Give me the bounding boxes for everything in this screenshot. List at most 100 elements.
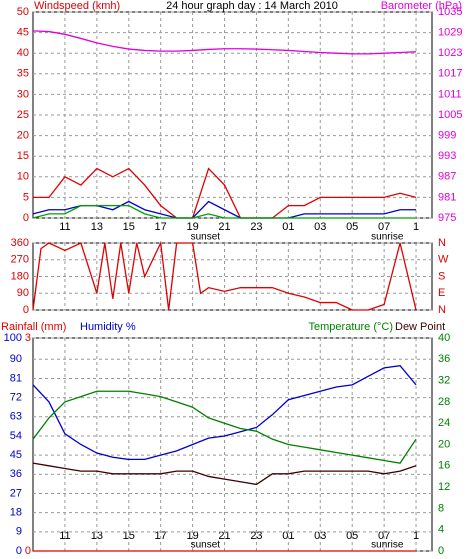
y-tick-label: 9: [16, 526, 22, 538]
y-tick-label: 25: [17, 109, 29, 121]
x-tick-label: 19: [186, 221, 198, 233]
y2-tick-label: 1011: [438, 88, 462, 100]
x-tick-label: 23: [250, 221, 262, 233]
y-tick-label: 27: [10, 487, 22, 499]
x-tick-label: 01: [282, 221, 294, 233]
series-line: [32, 364, 417, 461]
y2-tick-label: 1017: [438, 68, 462, 80]
y2-tick-label: 1035: [438, 6, 462, 18]
y2-tick-label: 987: [438, 171, 456, 183]
y2-tick-label: 981: [438, 191, 456, 203]
y-tick-label: 45: [17, 27, 29, 39]
annotation: sunrise: [371, 540, 404, 551]
series-line: [32, 204, 417, 219]
chart-title: 24 hour graph day : 14 March 2010: [166, 0, 338, 12]
y-tick-label: 0: [23, 212, 29, 224]
y2-tick-label: E: [438, 287, 445, 299]
x-tick-label: 15: [123, 221, 135, 233]
x-tick-label: 17: [155, 530, 167, 542]
series-line: [33, 167, 417, 219]
y-tick-label: 40: [17, 47, 29, 59]
y-tick-label: 81: [10, 372, 22, 384]
y2-tick-label: 12: [438, 481, 450, 493]
series-line: [32, 462, 417, 486]
humidity-label: Humidity %: [80, 321, 136, 333]
series-line: [32, 30, 417, 55]
x-tick-label: 03: [314, 221, 326, 233]
y2-tick-label: 0: [438, 545, 444, 557]
y-tick-label: 36: [10, 468, 22, 480]
x-tick-label: 13: [91, 530, 103, 542]
y-tick-label: 30: [17, 88, 29, 100]
x-tick-label: 1: [413, 530, 419, 542]
y2-tick-label: 28: [438, 396, 450, 408]
x-tick-label: 23: [250, 530, 262, 542]
y2-tick-label: 4: [438, 524, 444, 536]
y-tick-label: 15: [17, 150, 29, 162]
y-tick-label: 50: [17, 6, 29, 18]
y-tick-label: 100: [4, 332, 22, 344]
y-tick-label: 20: [17, 130, 29, 142]
y2-tick-label: 999: [438, 130, 456, 142]
y-tick-label: 45: [10, 449, 22, 461]
barometer-label: Barometer (hPa): [381, 0, 462, 12]
y2-tick-label: W: [438, 254, 449, 266]
x-tick-label: 05: [346, 221, 358, 233]
y2-tick-label: 40: [438, 332, 450, 344]
annotation: sunset: [191, 540, 221, 551]
y-tick-label: 90: [17, 287, 29, 299]
y2-tick-label: N: [438, 237, 446, 249]
x-tick-label: 05: [346, 530, 358, 542]
y-tick-label: 180: [11, 270, 29, 282]
y2-tick-label: 8: [438, 502, 444, 514]
annotation: sunrise: [371, 232, 404, 243]
y2-tick-label: 1029: [438, 27, 462, 39]
y2-tick-label: 36: [438, 353, 450, 365]
x-tick-label: 1: [413, 221, 419, 233]
y2-tick-label: 993: [438, 150, 456, 162]
x-tick-label: 15: [123, 530, 135, 542]
y-tick-label: 270: [11, 254, 29, 266]
y2-tick-label: 20: [438, 438, 450, 450]
x-tick-label: 11: [59, 221, 70, 233]
series-line: [32, 390, 417, 464]
y-tick-label: 0: [23, 304, 29, 316]
x-tick-label: 07: [378, 530, 390, 542]
annotation: sunset: [191, 232, 221, 243]
y-tick-label: 5: [23, 191, 29, 203]
x-tick-label: 19: [186, 530, 198, 542]
y2-tick-label: 16: [438, 460, 450, 472]
y2-tick-label: N: [438, 304, 446, 316]
rain-tick-label: 0: [25, 545, 31, 557]
x-tick-label: 01: [282, 530, 294, 542]
x-tick-label: 21: [218, 530, 230, 542]
temperature-label: Temperature (°C): [309, 321, 393, 333]
series-line: [32, 240, 417, 311]
y2-tick-label: 24: [438, 417, 450, 429]
y-tick-label: 63: [10, 411, 22, 423]
y-tick-label: 35: [17, 68, 29, 80]
dewpoint-label: Dew Point: [395, 321, 445, 333]
rain-label: Rainfall (mm): [1, 321, 66, 333]
y-tick-label: 54: [10, 430, 22, 442]
x-tick-label: 13: [91, 221, 103, 233]
y-tick-label: 0: [16, 545, 22, 557]
wind-label: Windspeed (kmh): [34, 0, 120, 12]
x-tick-label: 11: [59, 530, 70, 542]
y-tick-label: 360: [11, 237, 29, 249]
rain-tick-label: 3: [25, 332, 31, 344]
y-tick-label: 10: [17, 171, 29, 183]
y2-tick-label: S: [438, 270, 445, 282]
x-tick-label: 07: [378, 221, 390, 233]
y2-tick-label: 32: [438, 375, 450, 387]
y-tick-label: 18: [10, 507, 22, 519]
plot-area: [32, 337, 433, 552]
y-tick-label: 72: [10, 392, 22, 404]
y2-tick-label: 1023: [438, 47, 462, 59]
y2-tick-label: 975: [438, 212, 456, 224]
x-tick-label: 21: [218, 221, 230, 233]
x-tick-label: 03: [314, 530, 326, 542]
y-tick-label: 90: [10, 353, 22, 365]
y2-tick-label: 1005: [438, 109, 462, 121]
